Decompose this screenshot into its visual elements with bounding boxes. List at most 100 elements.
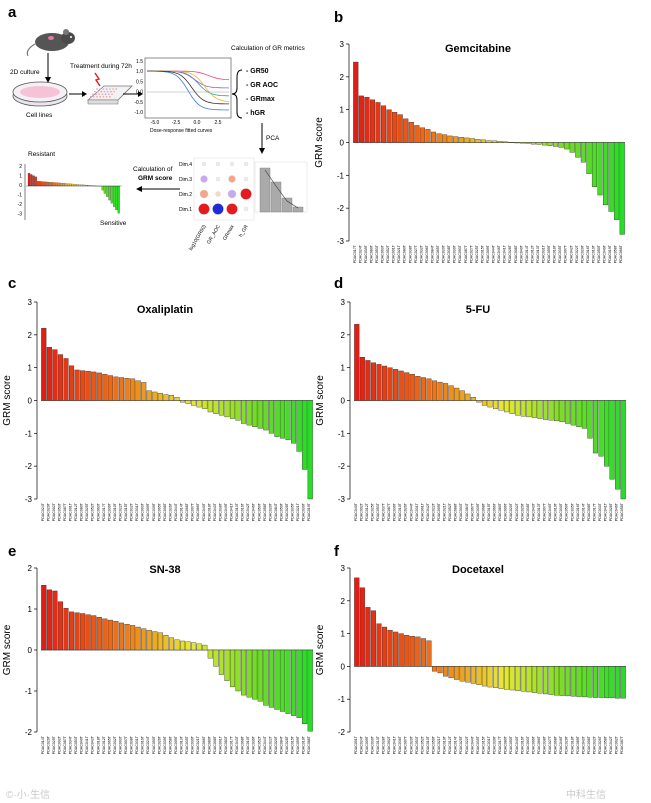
bar bbox=[46, 589, 52, 651]
x-tick-label: PDAC039T bbox=[152, 502, 156, 521]
x-tick-label: PDAC009T bbox=[174, 735, 178, 754]
bar bbox=[381, 365, 388, 401]
x-tick-label: PDAC036T bbox=[398, 735, 402, 754]
bar bbox=[609, 666, 615, 699]
mini-bar bbox=[66, 183, 70, 187]
x-tick-label: PDAC016T bbox=[241, 502, 245, 521]
bar bbox=[415, 636, 421, 667]
curve-x-tick: -2.5 bbox=[172, 120, 181, 126]
bar bbox=[603, 142, 609, 206]
bar bbox=[537, 666, 543, 694]
pca-loading-dot bbox=[199, 189, 209, 199]
grm-calc-label-1: Calculation of bbox=[133, 166, 173, 173]
x-tick-label: PDAC059T bbox=[431, 735, 435, 754]
bar bbox=[614, 142, 620, 220]
pca-loading-dot bbox=[215, 191, 221, 197]
bar bbox=[615, 666, 621, 699]
bar bbox=[414, 125, 420, 143]
pca-loading-dot bbox=[201, 161, 207, 167]
plate-well bbox=[100, 90, 103, 93]
bar bbox=[580, 142, 586, 163]
bar bbox=[52, 590, 58, 651]
x-tick-label: PDAC002T bbox=[615, 735, 619, 754]
x-tick-label: PDAC019T bbox=[608, 244, 612, 263]
bar bbox=[498, 666, 504, 689]
bar bbox=[459, 666, 465, 682]
bar bbox=[376, 364, 382, 401]
x-tick-label: PDAC066T bbox=[196, 502, 200, 521]
bar bbox=[229, 649, 236, 688]
x-tick-label: PDAC024T bbox=[358, 244, 362, 263]
x-tick-label: PDAC039T bbox=[163, 735, 167, 754]
bar bbox=[481, 400, 487, 406]
x-tick-label: PDAC014T bbox=[41, 735, 45, 754]
x-tick-label: PDAC010T bbox=[246, 735, 250, 754]
x-tick-label: PDAC008T bbox=[213, 735, 217, 754]
pca-loading-dot bbox=[226, 203, 238, 215]
x-tick-label: PDAC010T bbox=[426, 735, 430, 754]
x-tick-label: PDAC024T bbox=[359, 735, 363, 754]
bar bbox=[504, 666, 510, 690]
x-tick-label: PDAC066T bbox=[537, 735, 541, 754]
bar bbox=[218, 649, 224, 675]
x-tick-label: PDAC087T bbox=[387, 502, 391, 521]
x-tick-label: PDAC068T bbox=[481, 502, 485, 521]
x-tick-label: PDAC052T bbox=[257, 735, 261, 754]
bar bbox=[291, 649, 297, 716]
x-tick-label: PDAC032T bbox=[130, 502, 134, 521]
x-tick-label: PDAC052T bbox=[91, 502, 95, 521]
mini-bar bbox=[73, 184, 77, 187]
bar bbox=[57, 601, 63, 651]
pca-dim-label: Dim.2 bbox=[179, 192, 192, 198]
bar bbox=[469, 138, 475, 143]
cell-lines-label: Cell lines bbox=[26, 112, 53, 119]
x-tick-label: PDAC014T bbox=[581, 502, 585, 521]
x-tick-label: PDAC027T bbox=[469, 244, 473, 263]
bar bbox=[359, 587, 365, 667]
x-tick-label: PDAC036T bbox=[252, 735, 256, 754]
metric-grmax: - GRmax bbox=[246, 96, 275, 103]
bar bbox=[475, 139, 481, 143]
x-tick-label: PDAC044T bbox=[409, 502, 413, 521]
bar bbox=[85, 371, 91, 401]
x-tick-label: PDAC068T bbox=[185, 502, 189, 521]
pca-dim-label: Dim.1 bbox=[179, 207, 192, 213]
bar bbox=[376, 623, 382, 667]
bar bbox=[191, 400, 197, 406]
bar bbox=[620, 400, 626, 500]
x-tick-label: PDAC021T bbox=[296, 502, 300, 521]
bar bbox=[476, 666, 482, 685]
mini-y-tick: 0 bbox=[19, 183, 22, 189]
x-tick-label: PDAC084T bbox=[274, 502, 278, 521]
bar bbox=[547, 142, 553, 146]
x-tick-label: PDAC080T bbox=[369, 244, 373, 263]
x-tick-label: PDAC003T bbox=[459, 502, 463, 521]
bar bbox=[157, 393, 163, 401]
bar bbox=[443, 383, 449, 401]
x-tick-label: PDAC019T bbox=[554, 502, 558, 521]
panel-letter-f: f bbox=[334, 543, 340, 560]
x-tick-label: PDAC025T bbox=[370, 502, 374, 521]
x-tick-label: PDAC006T bbox=[531, 735, 535, 754]
mini-y-tick: -1 bbox=[18, 193, 23, 199]
bar bbox=[448, 666, 454, 679]
x-tick-label: PDAC080T bbox=[403, 244, 407, 263]
x-tick-label: PDAC018T bbox=[207, 502, 211, 521]
bar bbox=[393, 369, 399, 401]
bar bbox=[358, 95, 364, 143]
bar bbox=[492, 140, 498, 143]
plate-well bbox=[115, 88, 117, 90]
x-tick-label: PDAC026T bbox=[168, 502, 172, 521]
bar bbox=[46, 347, 52, 401]
mini-bar bbox=[101, 185, 104, 191]
plate-well bbox=[99, 96, 102, 98]
mini-bar bbox=[30, 174, 33, 187]
bar bbox=[509, 400, 515, 414]
plate-well bbox=[92, 93, 94, 95]
bar bbox=[436, 133, 442, 143]
plate-well bbox=[96, 96, 98, 98]
y-tick-label: 1 bbox=[341, 630, 346, 639]
bar bbox=[564, 142, 570, 150]
